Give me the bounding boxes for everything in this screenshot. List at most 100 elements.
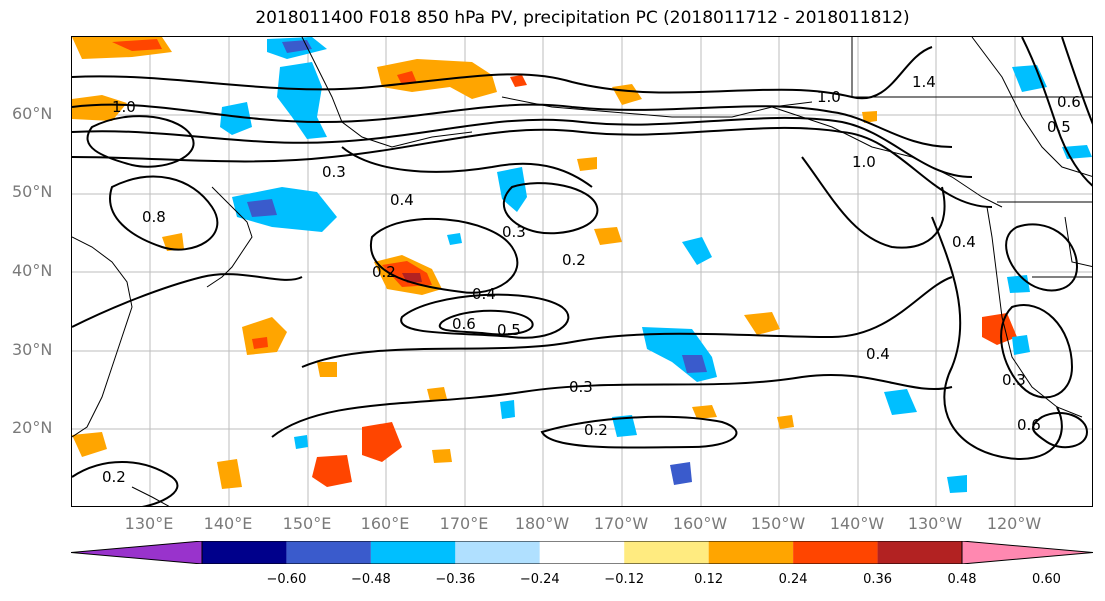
- colorbar-extend-max: [961, 541, 1093, 564]
- contour-label: 0.2: [372, 263, 396, 281]
- precip-negative-area: [282, 40, 312, 53]
- contour-label: 0.6: [1057, 93, 1081, 111]
- precip-positive-area: [432, 449, 452, 463]
- precip-positive-area: [162, 233, 184, 251]
- precip-shading: [72, 37, 1092, 493]
- precip-positive-area: [72, 432, 107, 457]
- contour-labels: 0.2 0.2 0.2 0.2 0.3 0.3 0.3 0.3 0.4 0.4 …: [102, 73, 1081, 486]
- precip-positive-area: [217, 459, 242, 489]
- lon-label-160w: 160°W: [672, 514, 728, 533]
- precip-positive-area: [982, 313, 1017, 345]
- contour-label: 1.4: [912, 73, 936, 91]
- map-panel: 0.2 0.2 0.2 0.2 0.3 0.3 0.3 0.3 0.4 0.4 …: [71, 36, 1093, 507]
- precip-negative-area: [247, 199, 277, 217]
- colorbar-cell: [455, 541, 540, 564]
- precip-positive-area: [312, 455, 352, 487]
- map-canvas: 0.2 0.2 0.2 0.2 0.3 0.3 0.3 0.3 0.4 0.4 …: [72, 37, 1092, 506]
- colorbar-cell: [624, 541, 709, 564]
- lon-label-160e: 160°E: [360, 514, 410, 533]
- lat-label-50n: 50°N: [12, 182, 53, 201]
- precip-positive-area: [252, 337, 268, 349]
- contour-label: 0.5: [497, 321, 521, 339]
- precip-negative-area: [682, 237, 712, 265]
- map-title: 2018011400 F018 850 hPa PV, precipitatio…: [255, 8, 910, 28]
- colorbar-tick-label: −0.24: [519, 572, 560, 587]
- lon-label-140e: 140°E: [203, 514, 253, 533]
- lat-label-60n: 60°N: [12, 104, 53, 123]
- colorbar-cell: [370, 541, 456, 564]
- precip-negative-area: [612, 415, 637, 437]
- contour-label: 0.4: [952, 233, 976, 251]
- contour-label: 0.3: [1002, 371, 1026, 389]
- lon-label-150e: 150°E: [282, 514, 332, 533]
- precip-negative-area: [277, 62, 327, 139]
- precip-positive-area: [427, 387, 447, 401]
- precip-positive-area: [397, 71, 417, 85]
- precip-positive-area: [577, 157, 597, 171]
- lon-label-150w: 150°W: [750, 514, 806, 533]
- precip-negative-area: [1012, 335, 1030, 355]
- colorbar-tick-label: −0.36: [435, 572, 476, 587]
- pv-contours: [72, 37, 1092, 506]
- colorbar-tick-label: 0.36: [863, 572, 893, 587]
- lon-label-170e: 170°E: [439, 514, 489, 533]
- colorbar: [71, 541, 1093, 564]
- contour-label: 0.4: [472, 285, 496, 303]
- contour-label: 0.3: [322, 163, 346, 181]
- precip-negative-area: [1007, 275, 1030, 293]
- contour-label: 1.0: [817, 88, 841, 106]
- precip-positive-area: [362, 422, 402, 462]
- precip-negative-area: [232, 187, 337, 232]
- colorbar-cell: [708, 541, 794, 564]
- precip-positive-area: [594, 227, 622, 245]
- colorbar-cell: [286, 541, 371, 564]
- precip-negative-area: [1012, 65, 1047, 92]
- precip-negative-area: [294, 435, 308, 449]
- precip-negative-area: [947, 475, 967, 493]
- lon-label-180w: 180°W: [514, 514, 570, 533]
- contour-label: 1.0: [852, 153, 876, 171]
- lat-label-20n: 20°N: [12, 418, 53, 437]
- colorbar-cell: [793, 541, 878, 564]
- colorbar-tick-label: 0.48: [947, 572, 977, 587]
- precip-positive-area: [377, 59, 497, 99]
- contour-label: 1.0: [112, 98, 136, 116]
- lon-label-170w: 170°W: [593, 514, 649, 533]
- precip-positive-area: [692, 405, 717, 419]
- contour-label: 0.6: [1017, 416, 1041, 434]
- precip-negative-area: [884, 389, 917, 415]
- contour-label: 0.2: [562, 251, 586, 269]
- colorbar-tick-label: −0.12: [604, 572, 645, 587]
- lon-label-140w: 140°W: [829, 514, 885, 533]
- contour-label: 0.8: [142, 208, 166, 226]
- colorbar-cell: [539, 541, 625, 564]
- precip-positive-area: [317, 362, 337, 377]
- contour-label: 0.5: [1047, 118, 1071, 136]
- precip-positive-area: [612, 84, 642, 105]
- precip-negative-area: [220, 102, 252, 135]
- contour-label: 0.6: [452, 315, 476, 333]
- colorbar-outline: [201, 541, 963, 564]
- contour-label: 0.4: [866, 345, 890, 363]
- colorbar-tick-label: 0.60: [1031, 572, 1061, 587]
- gridlines: [72, 37, 1092, 506]
- precip-negative-area: [500, 400, 515, 419]
- lat-label-40n: 40°N: [12, 261, 53, 280]
- contour-label: 0.3: [569, 378, 593, 396]
- precip-negative-area: [447, 233, 462, 245]
- precip-negative-area: [642, 327, 717, 382]
- colorbar-cell: [877, 541, 962, 564]
- precip-positive-area: [242, 317, 287, 355]
- precip-positive-area: [777, 415, 794, 429]
- precip-negative-area: [497, 167, 527, 212]
- precip-negative-area: [670, 462, 692, 485]
- lon-label-130e: 130°E: [124, 514, 174, 533]
- colorbar-extend-min: [71, 541, 203, 564]
- precip-positive-area: [744, 312, 780, 335]
- colorbar-tick-label: 0.24: [778, 572, 808, 587]
- precip-positive-area: [72, 95, 127, 121]
- contour-label: 0.4: [390, 191, 414, 209]
- lat-label-30n: 30°N: [12, 340, 53, 359]
- precip-positive-area: [112, 39, 162, 51]
- contour-label: 0.2: [102, 468, 126, 486]
